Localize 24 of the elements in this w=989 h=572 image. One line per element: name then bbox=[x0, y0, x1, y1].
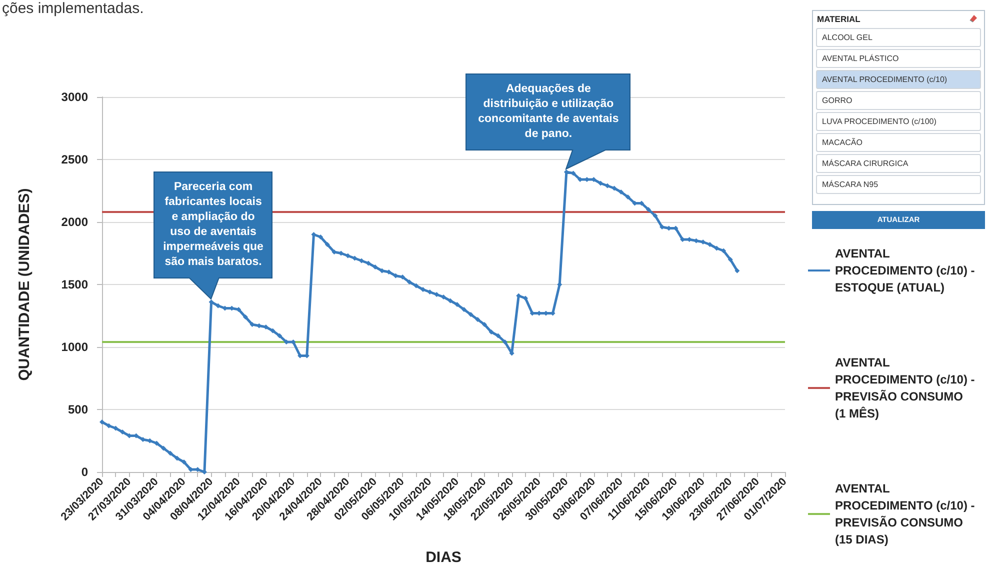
y-tick-label: 500 bbox=[68, 402, 88, 416]
x-axis-title: DIAS bbox=[426, 549, 462, 566]
y-tick-label: 1500 bbox=[61, 278, 88, 292]
y-axis-title: QUANTIDADE (UNIDADES) bbox=[16, 188, 33, 381]
category-label: AVENTAL PLÁSTICO bbox=[816, 49, 981, 68]
annotation: Pareceria com fabricantes locais e ampliação do uso de aventais impermeáveis que são mais baratos. bbox=[162, 180, 264, 270]
y-tick-label: 3000 bbox=[61, 90, 88, 104]
y-tick-label: 0 bbox=[81, 465, 88, 479]
category-label: MACACÃO bbox=[816, 133, 981, 152]
legend-label: AVENTAL PROCEDIMENTO (c/10) - PREVISÃO CONSUMO (1 MÊS) bbox=[835, 356, 978, 420]
legend-label: AVENTAL PROCEDIMENTO (c/10) - PREVISÃO CONSUMO (15 DIAS) bbox=[835, 482, 978, 546]
y-tick-label: 1000 bbox=[61, 340, 88, 354]
text: ções implementadas. bbox=[2, 0, 144, 17]
category-label: MÁSCARA CIRURGICA bbox=[816, 154, 981, 173]
category-label: MÁSCARA N95 bbox=[816, 175, 981, 194]
annotation: Adequações de distribuição e utilização concomitante de aventais de pano. bbox=[477, 82, 620, 142]
category-label: LUVA PROCEDIMENTO (c/100) bbox=[816, 112, 981, 131]
legend-label: AVENTAL PROCEDIMENTO (c/10) - ESTOQUE (ATUAL) bbox=[835, 246, 978, 294]
category-label: GORRO bbox=[816, 91, 981, 110]
category-label: AVENTAL PROCEDIMENTO (c/10) bbox=[816, 70, 981, 89]
y-tick-label: 2000 bbox=[61, 215, 88, 229]
y-tick-label: 2500 bbox=[61, 152, 88, 166]
text: MATERIAL bbox=[816, 13, 862, 26]
category-label: ALCOOL GEL bbox=[816, 28, 981, 47]
